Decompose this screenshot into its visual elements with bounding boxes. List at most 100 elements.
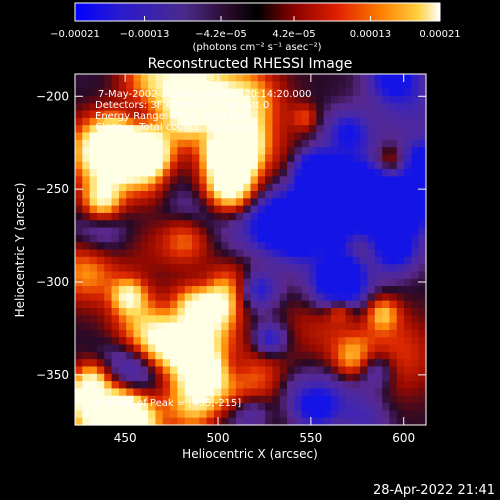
heatmap-cell <box>360 329 369 338</box>
heatmap-cell <box>170 344 178 353</box>
heatmap-cell <box>250 198 259 207</box>
heatmap-cell <box>323 322 332 331</box>
heatmap-cell <box>294 176 303 185</box>
heatmap-cell <box>140 249 149 258</box>
heatmap-cell <box>89 373 98 382</box>
heatmap-cell <box>411 388 420 397</box>
heatmap-cell <box>309 403 317 411</box>
heatmap-cell <box>396 139 405 148</box>
heatmap-cell <box>367 103 376 112</box>
heatmap-cell <box>287 417 295 426</box>
heatmap-cell <box>279 132 288 141</box>
heatmap-cell <box>250 227 259 236</box>
heatmap-cell <box>404 388 412 397</box>
heatmap-cell <box>206 81 215 90</box>
heatmap-cell <box>345 410 354 419</box>
heatmap-cell <box>206 359 215 368</box>
heatmap-cell <box>96 110 105 119</box>
heatmap-cell <box>177 344 186 353</box>
heatmap-cell <box>418 264 427 273</box>
heatmap-cell <box>184 220 193 229</box>
heatmap-cell <box>396 366 405 375</box>
heatmap-cell <box>243 103 252 112</box>
heatmap-cell <box>199 169 208 177</box>
heatmap-cell <box>330 212 339 221</box>
heatmap-cell <box>287 169 295 177</box>
heatmap-cell <box>338 395 347 404</box>
heatmap-cell <box>133 388 142 397</box>
heatmap-cell <box>257 410 266 419</box>
heatmap-cell <box>155 373 164 382</box>
annotation-time-range: 7-May-2002 20:08:20.000 to 20:14:20.000 <box>98 89 311 100</box>
heatmap-cell <box>374 132 383 141</box>
heatmap-cell <box>162 169 171 177</box>
heatmap-cell <box>279 154 288 163</box>
heatmap-cell <box>206 344 215 353</box>
heatmap-cell <box>411 315 420 324</box>
heatmap-cell <box>75 95 83 104</box>
heatmap-cell <box>235 220 244 229</box>
heatmap-cell <box>148 373 157 382</box>
heatmap-cell <box>243 176 252 185</box>
heatmap-cell <box>265 81 274 90</box>
heatmap-cell <box>192 205 200 214</box>
heatmap-cell <box>352 220 361 229</box>
heatmap-cell <box>162 234 171 243</box>
heatmap-cell <box>235 169 244 177</box>
heatmap-cell <box>389 161 398 170</box>
heatmap-cell <box>162 125 171 134</box>
heatmap-cell <box>345 169 354 177</box>
heatmap-cell <box>272 322 281 331</box>
heatmap-cell <box>338 264 347 273</box>
heatmap-cell <box>418 315 427 324</box>
heatmap-cell <box>75 249 83 258</box>
heatmap-cell <box>133 293 142 302</box>
heatmap-cell <box>221 351 230 360</box>
heatmap-cell <box>265 344 274 353</box>
heatmap-cell <box>418 183 427 192</box>
heatmap-cell <box>294 410 303 419</box>
heatmap-cell <box>96 293 105 302</box>
heatmap-cell <box>374 176 383 185</box>
heatmap-cell <box>162 381 171 390</box>
heatmap-cell <box>243 81 252 90</box>
heatmap-cell <box>221 249 230 258</box>
heatmap-cell <box>382 366 391 375</box>
heatmap-cell <box>257 176 266 185</box>
heatmap-cell <box>330 242 339 251</box>
heatmap-cell <box>265 322 274 331</box>
heatmap-cell <box>250 344 259 353</box>
heatmap-cell <box>148 234 157 243</box>
heatmap-cell <box>338 381 347 390</box>
heatmap-cell <box>243 271 252 280</box>
heatmap-cell <box>301 308 310 316</box>
heatmap-cell <box>418 95 427 104</box>
heatmap-cell <box>272 315 281 324</box>
heatmap-cell <box>418 351 427 360</box>
heatmap-cell <box>367 191 376 199</box>
heatmap-cell <box>389 256 398 265</box>
heatmap-cell <box>418 154 427 163</box>
heatmap-cell <box>396 300 405 309</box>
heatmap-cell <box>272 183 281 192</box>
heatmap-cell <box>389 249 398 258</box>
heatmap-cell <box>89 388 98 397</box>
heatmap-cell <box>272 220 281 229</box>
heatmap-cell <box>221 110 230 119</box>
heatmap-cell <box>279 329 288 338</box>
heatmap-cell <box>345 271 354 280</box>
heatmap-cell <box>345 147 354 156</box>
heatmap-cell <box>148 366 157 375</box>
heatmap-cell <box>411 227 420 236</box>
heatmap-cell <box>418 212 427 221</box>
heatmap-cell <box>396 132 405 141</box>
heatmap-cell <box>243 198 252 207</box>
heatmap-cell <box>82 271 91 280</box>
heatmap-cell <box>111 381 120 390</box>
heatmap-cell <box>294 417 303 426</box>
heatmap-cell <box>170 161 178 170</box>
heatmap-cell <box>199 88 208 97</box>
heatmap-cell <box>345 220 354 229</box>
heatmap-cell <box>118 359 127 368</box>
heatmap-cell <box>184 110 193 119</box>
